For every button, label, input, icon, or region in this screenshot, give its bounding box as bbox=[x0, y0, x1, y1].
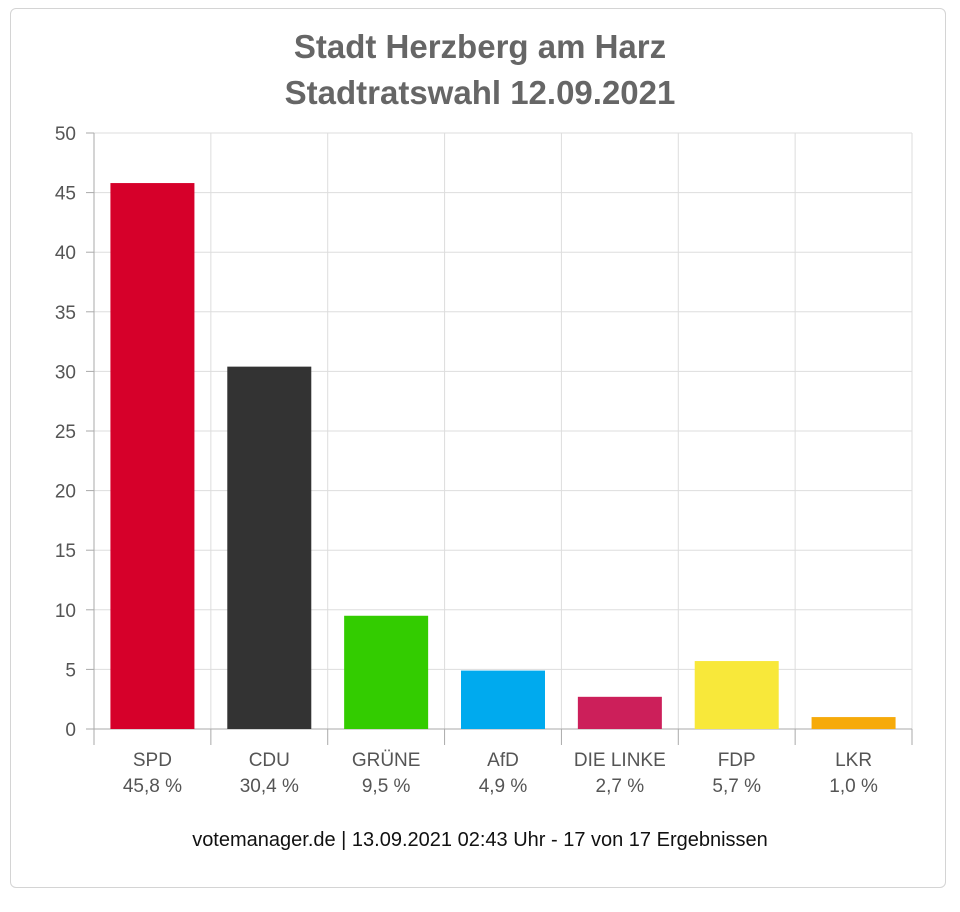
source-note: votemanager.de | 13.09.2021 02:43 Uhr - … bbox=[192, 829, 768, 851]
x-value-label: 30,4 % bbox=[240, 776, 299, 797]
x-value-label: 2,7 % bbox=[596, 776, 645, 797]
y-tick-label: 20 bbox=[55, 482, 76, 503]
x-value-label: 4,9 % bbox=[479, 776, 528, 797]
bar-cdu bbox=[227, 366, 312, 729]
x-value-label: 9,5 % bbox=[362, 776, 411, 797]
x-category-label: FDP bbox=[718, 750, 756, 771]
x-category-label: CDU bbox=[249, 750, 290, 771]
y-tick-label: 25 bbox=[55, 422, 76, 443]
y-tick-label: 0 bbox=[65, 720, 76, 741]
x-value-label: 5,7 % bbox=[712, 776, 761, 797]
y-tick-label: 30 bbox=[55, 362, 76, 383]
bar-spd bbox=[110, 183, 195, 730]
x-value-label: 1,0 % bbox=[829, 776, 878, 797]
x-category-label: SPD bbox=[133, 750, 172, 771]
chart-title: Stadt Herzberg am Harz bbox=[293, 28, 667, 65]
x-category-label: LKR bbox=[835, 750, 872, 771]
y-tick-label: 45 bbox=[55, 184, 76, 205]
x-category-label: AfD bbox=[487, 750, 519, 771]
bar-gr-ne bbox=[344, 615, 429, 729]
y-tick-label: 5 bbox=[65, 660, 76, 681]
bar-afd bbox=[461, 670, 545, 729]
bar-die-linke bbox=[577, 696, 662, 729]
bar-lkr bbox=[811, 717, 896, 729]
x-value-label: 45,8 % bbox=[123, 776, 182, 797]
chart-subtitle: Stadtratswahl 12.09.2021 bbox=[284, 74, 676, 111]
x-category-label: GRÜNE bbox=[352, 750, 421, 771]
y-tick-label: 40 bbox=[55, 243, 76, 264]
y-tick-label: 35 bbox=[55, 303, 76, 324]
y-tick-label: 10 bbox=[55, 601, 76, 622]
bar-fdp bbox=[694, 661, 779, 729]
y-tick-label: 50 bbox=[55, 124, 76, 145]
x-category-label: DIE LINKE bbox=[574, 750, 666, 771]
y-tick-label: 15 bbox=[55, 541, 76, 562]
